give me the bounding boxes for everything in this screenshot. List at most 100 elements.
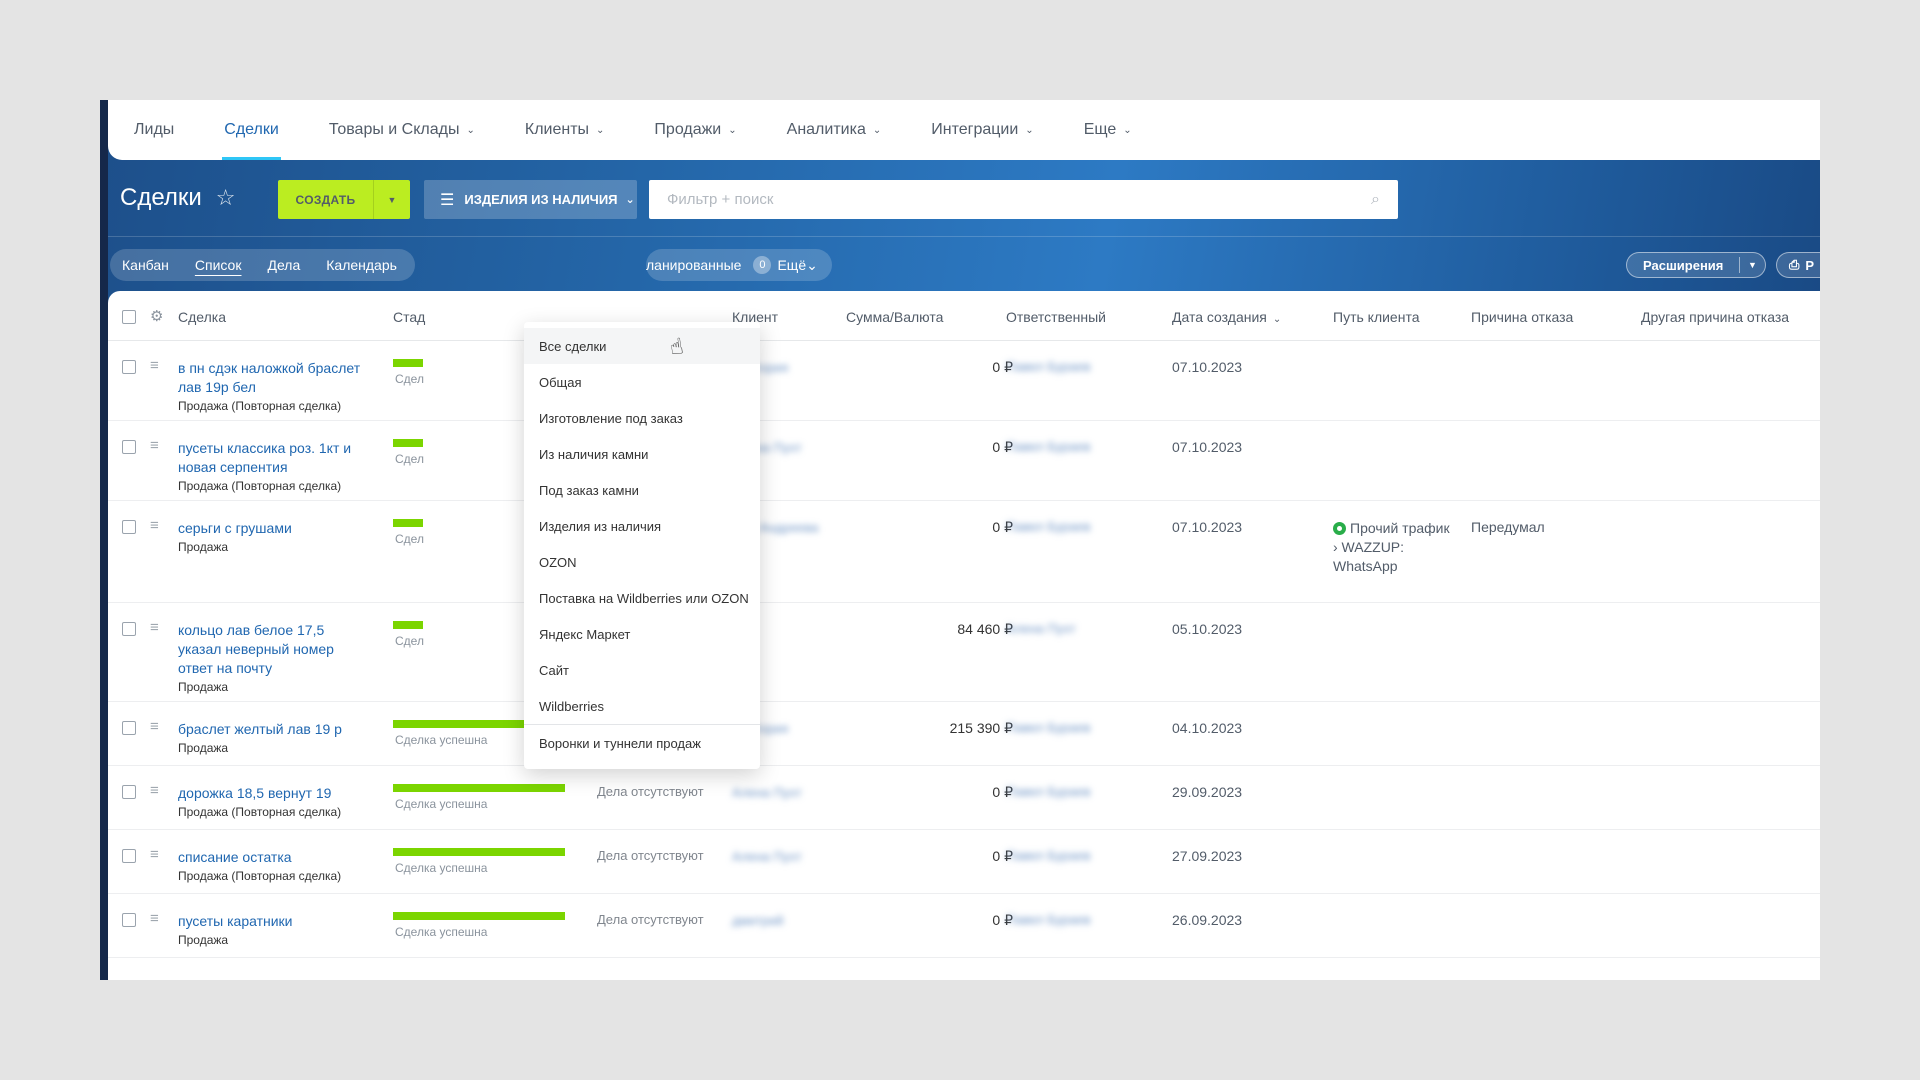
row-checkbox[interactable] <box>122 721 136 735</box>
stage-progress-bar[interactable] <box>393 912 565 920</box>
col-client[interactable]: Клиент <box>732 309 779 325</box>
deal-title[interactable]: кольцо лав белое 17,5 указал неверный но… <box>178 622 334 676</box>
counter-item-0[interactable]: ланированные <box>646 257 741 273</box>
gear-icon[interactable]: ⚙ <box>150 308 164 325</box>
row-menu-icon[interactable]: ≡ <box>150 718 159 735</box>
responsible-link[interactable]: Алена Пухт <box>1006 621 1076 636</box>
deal-title[interactable]: списание остатка <box>178 849 292 865</box>
nav-item-3[interactable]: Клиенты ⌄ <box>525 100 605 160</box>
nav-item-4[interactable]: Продажи ⌄ <box>654 100 736 160</box>
col-other-reason[interactable]: Другая причина отказа <box>1641 309 1790 325</box>
row-menu-icon[interactable]: ≡ <box>150 517 159 534</box>
nav-item-7[interactable]: Еще ⌄ <box>1084 100 1132 160</box>
row-checkbox[interactable] <box>122 440 136 454</box>
nav-item-2[interactable]: Товары и Склады ⌄ <box>329 100 475 160</box>
row-menu-icon[interactable]: ≡ <box>150 357 159 374</box>
stage-progress-bar[interactable] <box>393 439 423 447</box>
deal-title[interactable]: серьги с грушами <box>178 520 292 536</box>
stage-progress-bar[interactable] <box>393 519 423 527</box>
responsible-link[interactable]: Павел Бураев <box>1006 912 1091 927</box>
search-bar[interactable]: ⌕ <box>649 180 1398 219</box>
star-icon[interactable]: ☆ <box>215 185 236 210</box>
col-deal[interactable]: Сделка <box>178 309 226 325</box>
dropdown-item[interactable]: OZON <box>539 554 577 570</box>
responsible-link[interactable]: Павел Бураев <box>1006 359 1091 374</box>
nav-item-label[interactable]: Еще <box>1083 121 1117 138</box>
col-path[interactable]: Путь клиента <box>1333 309 1420 325</box>
row-checkbox[interactable] <box>122 622 136 636</box>
col-created-label[interactable]: Дата создания <box>1172 309 1267 325</box>
row-checkbox[interactable] <box>122 913 136 927</box>
extensions-button[interactable]: Расширения ▼ <box>1626 252 1766 278</box>
client-link[interactable]: Алена Пухт <box>732 849 802 864</box>
nav-item-1[interactable]: Сделки <box>222 100 281 160</box>
search-input[interactable] <box>667 191 1372 208</box>
responsible-link[interactable]: Павел Бураев <box>1006 439 1091 454</box>
dropdown-item[interactable]: Под заказ камни <box>539 482 639 498</box>
nav-item-label[interactable]: Лиды <box>134 121 175 138</box>
nav-item-label[interactable]: Интеграции <box>931 121 1019 138</box>
responsible-link[interactable]: Павел Бураев <box>1006 720 1091 735</box>
nav-item-label[interactable]: Товары и Склады <box>328 121 460 138</box>
nav-item-label[interactable]: Клиенты <box>524 121 590 138</box>
col-responsible[interactable]: Ответственный <box>1006 309 1106 325</box>
create-dropdown-arrow-icon[interactable]: ▼ <box>373 180 410 219</box>
counter-item-1[interactable]: 0 Ещё ⌄ <box>753 256 818 274</box>
row-checkbox[interactable] <box>122 360 136 374</box>
view-tab-1[interactable]: Список <box>194 257 242 273</box>
dropdown-item[interactable]: Wildberries <box>539 698 605 714</box>
select-all-checkbox[interactable] <box>122 310 136 324</box>
deal-title-link[interactable]: браслет желтый лав 19 р Продажа <box>178 720 368 757</box>
row-menu-icon[interactable]: ≡ <box>150 910 159 927</box>
deal-title[interactable]: пусеты каратники <box>178 913 293 929</box>
table-row[interactable]: ≡ списание остатка Продажа (Повторная сдел… <box>108 830 1820 894</box>
view-tab-2[interactable]: Дела <box>267 257 301 273</box>
nav-item-0[interactable]: Лиды <box>134 100 174 160</box>
client-link[interactable]: Алена Пухт <box>732 785 802 800</box>
dropdown-item[interactable]: Яндекс Маркет <box>539 626 631 642</box>
nav-item-5[interactable]: Аналитика ⌄ <box>787 100 882 160</box>
client-link[interactable]: дмитрий <box>732 913 784 928</box>
deal-title-link[interactable]: кольцо лав белое 17,5 указал неверный но… <box>178 621 368 696</box>
table-row[interactable]: ≡серьги с грушамиПродажаСделствуютЯна Ан… <box>108 501 1820 603</box>
view-tab-0[interactable]: Канбан <box>122 257 169 273</box>
dropdown-item[interactable]: Из наличия камни <box>539 446 649 462</box>
nav-item-label[interactable]: Сделки <box>224 121 279 138</box>
extensions-dropdown-icon[interactable]: ▼ <box>1739 257 1765 273</box>
deal-title[interactable]: дорожка 18,5 вернут 19 <box>178 785 332 801</box>
stage-progress-bar[interactable] <box>393 720 565 728</box>
stage-progress-bar[interactable] <box>393 621 423 629</box>
dropdown-item[interactable]: Поставка на Wildberries или OZON <box>539 590 749 606</box>
dropdown-item[interactable]: Изделия из наличия <box>539 518 662 534</box>
dropdown-item[interactable]: Общая <box>539 374 582 390</box>
table-row[interactable]: ≡ дорожка 18,5 вернут 19 Продажа (Повторна… <box>108 766 1820 830</box>
table-row[interactable]: ≡ браслет желтый лав 19 р Продажа Сделка ус… <box>108 702 1820 766</box>
dropdown-item[interactable]: Все сделки <box>524 328 760 364</box>
deal-title-link[interactable]: дорожка 18,5 вернут 19 Продажа (Повторная… <box>178 784 368 821</box>
deal-title[interactable]: в пн сдэк наложкой браслет лав 19р бел <box>178 360 361 395</box>
row-checkbox[interactable] <box>122 520 136 534</box>
responsible-link[interactable]: Павел Бураев <box>1006 784 1091 799</box>
stage-progress-bar[interactable] <box>393 848 565 856</box>
col-reason[interactable]: Причина отказа <box>1471 309 1574 325</box>
filter-preset-button[interactable]: ☰ ИЗДЕЛИЯ ИЗ НАЛИЧИЯ ⌄ <box>424 180 637 219</box>
deal-title-link[interactable]: пусеты каратники Продажа <box>178 912 368 949</box>
row-menu-icon[interactable]: ≡ <box>150 782 159 799</box>
print-button[interactable]: ⎙ Р <box>1776 252 1820 278</box>
dropdown-footer-item[interactable]: Воронки и туннели продаж <box>539 735 701 751</box>
print-label[interactable]: Р <box>1805 257 1815 273</box>
col-sum[interactable]: Сумма/Валюта <box>846 309 944 325</box>
col-stage[interactable]: Стад <box>393 309 426 325</box>
nav-item-6[interactable]: Интеграции ⌄ <box>931 100 1033 160</box>
deal-title-link[interactable]: в пн сдэк наложкой браслет лав 19р бел Пр… <box>178 359 368 415</box>
row-menu-icon[interactable]: ≡ <box>150 846 159 863</box>
table-row[interactable]: ≡ пусеты классика роз. 1кт и новая серпен… <box>108 421 1820 501</box>
create-button-label[interactable]: СОЗДАТЬ <box>295 192 356 207</box>
deal-title[interactable]: пусеты классика роз. 1кт и новая серпент… <box>178 440 352 475</box>
nav-item-label[interactable]: Продажи <box>654 121 722 138</box>
responsible-link[interactable]: Павел Бураев <box>1006 519 1091 534</box>
filter-preset-label[interactable]: ИЗДЕЛИЯ ИЗ НАЛИЧИЯ <box>464 192 618 207</box>
dropdown-item[interactable]: Сайт <box>539 662 569 678</box>
search-icon[interactable]: ⌕ <box>1371 190 1380 208</box>
dropdown-item[interactable]: Изготовление под заказ <box>539 410 683 426</box>
